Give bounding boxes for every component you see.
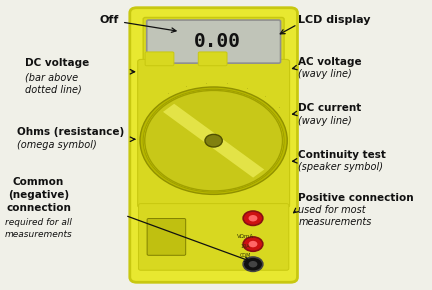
Text: dotted line): dotted line) <box>25 85 82 95</box>
Text: measurements: measurements <box>298 217 372 227</box>
FancyBboxPatch shape <box>147 20 280 63</box>
Circle shape <box>205 134 222 147</box>
Text: (omega symbol): (omega symbol) <box>17 140 97 150</box>
Circle shape <box>143 89 284 192</box>
Circle shape <box>243 257 263 271</box>
FancyBboxPatch shape <box>147 219 186 255</box>
Text: connection: connection <box>6 203 71 213</box>
Text: used for most: used for most <box>298 206 366 215</box>
Circle shape <box>248 261 257 267</box>
Text: VΩmA: VΩmA <box>237 234 254 240</box>
Text: AC voltage: AC voltage <box>298 57 362 67</box>
Text: .: . <box>227 81 228 85</box>
FancyBboxPatch shape <box>139 204 289 270</box>
Text: Continuity test: Continuity test <box>298 150 386 160</box>
Text: DC current: DC current <box>298 103 362 113</box>
Text: Off: Off <box>100 15 176 32</box>
Circle shape <box>140 87 287 194</box>
Text: (bar above: (bar above <box>25 72 78 82</box>
Text: DC voltage: DC voltage <box>25 58 89 68</box>
Text: .: . <box>279 105 280 109</box>
FancyBboxPatch shape <box>138 59 289 208</box>
Circle shape <box>145 90 283 191</box>
Circle shape <box>243 237 263 251</box>
Text: 10A: 10A <box>240 244 250 249</box>
Text: (speaker symbol): (speaker symbol) <box>298 162 383 172</box>
Text: .: . <box>264 94 266 98</box>
Text: (wavy line): (wavy line) <box>298 69 352 79</box>
PathPatch shape <box>163 104 264 178</box>
Text: .: . <box>247 86 248 90</box>
Circle shape <box>243 211 263 225</box>
Circle shape <box>248 241 257 247</box>
Text: required for all: required for all <box>5 218 72 227</box>
Circle shape <box>248 215 257 222</box>
FancyBboxPatch shape <box>198 52 227 66</box>
FancyBboxPatch shape <box>143 17 284 66</box>
FancyBboxPatch shape <box>130 8 298 282</box>
Text: .: . <box>186 84 187 88</box>
Text: LCD display: LCD display <box>298 15 371 25</box>
Text: .: . <box>206 81 207 85</box>
Text: (negative): (negative) <box>8 190 69 200</box>
Text: COM: COM <box>239 253 251 258</box>
Text: Positive connection: Positive connection <box>298 193 414 203</box>
FancyBboxPatch shape <box>145 52 174 66</box>
Text: (wavy line): (wavy line) <box>298 116 352 126</box>
Text: .: . <box>167 91 168 95</box>
Text: Ohms (resistance): Ohms (resistance) <box>17 127 124 137</box>
Text: measurements: measurements <box>5 230 73 239</box>
Text: 0.00: 0.00 <box>194 32 241 51</box>
Text: Common: Common <box>13 177 64 187</box>
